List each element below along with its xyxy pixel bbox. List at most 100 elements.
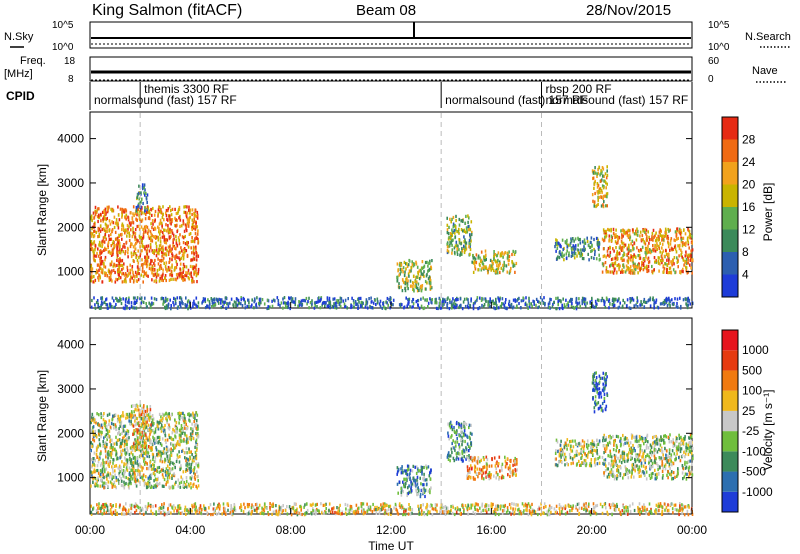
power-cell xyxy=(569,243,571,247)
velocity-cell xyxy=(422,490,424,494)
velocity-cell xyxy=(137,438,139,442)
power-cell xyxy=(150,302,153,306)
velocity-cell xyxy=(121,425,123,429)
power-cell xyxy=(144,258,147,262)
power-cell xyxy=(491,299,493,304)
power-cell xyxy=(590,240,592,245)
power-cell xyxy=(453,250,456,254)
velocity-cell xyxy=(192,484,194,488)
power-cell xyxy=(602,262,605,266)
power-cell xyxy=(114,237,117,241)
power-cell xyxy=(93,275,95,279)
power-cell xyxy=(412,302,415,306)
power-cell xyxy=(195,221,197,225)
power-cell xyxy=(188,232,191,236)
power-cell xyxy=(477,307,479,311)
power-cell xyxy=(105,237,107,241)
velocity-cell xyxy=(134,456,136,460)
power-cell xyxy=(151,249,153,253)
power-cell xyxy=(506,256,509,260)
power-cell xyxy=(235,301,237,305)
power-cell xyxy=(172,238,174,242)
velocity-cell xyxy=(146,454,149,458)
power-cell xyxy=(600,195,603,199)
power-cell xyxy=(145,244,148,248)
power-cell xyxy=(574,237,577,241)
power-cell xyxy=(472,302,475,306)
power-cell xyxy=(621,256,623,260)
velocity-cell xyxy=(185,485,188,489)
power-cell xyxy=(601,178,603,182)
power-cell xyxy=(130,242,132,246)
power-cell xyxy=(631,268,633,273)
power-cell xyxy=(655,245,657,249)
power-cell xyxy=(568,254,570,258)
power-cell xyxy=(168,268,171,272)
power-cell xyxy=(132,220,134,224)
power-cell xyxy=(191,278,193,282)
power-cell xyxy=(118,218,121,222)
power-cell xyxy=(220,301,222,305)
power-cell xyxy=(142,232,145,237)
velocity-cell xyxy=(455,444,457,448)
velocity-cell xyxy=(93,433,96,437)
velocity-cell xyxy=(182,411,184,415)
velocity-cell xyxy=(145,423,147,427)
velocity-cell xyxy=(119,465,122,469)
power-cell xyxy=(164,247,167,251)
power-cell xyxy=(592,199,594,203)
velocity-cell xyxy=(420,482,422,486)
power-cell xyxy=(135,241,137,246)
velocity-cell xyxy=(137,479,139,483)
velocity-cell xyxy=(128,481,131,485)
power-cell xyxy=(597,167,599,172)
power-cell xyxy=(189,211,191,215)
power-cell xyxy=(175,273,178,277)
power-cell xyxy=(398,303,401,307)
power-cell xyxy=(426,281,428,285)
velocity-cell xyxy=(470,423,472,427)
power-cell xyxy=(385,300,387,304)
velocity-cell xyxy=(94,482,97,486)
power-cell xyxy=(136,218,138,222)
power-cell xyxy=(594,166,596,170)
power-cell xyxy=(458,223,461,227)
power-cell xyxy=(631,271,634,275)
power-cell xyxy=(180,274,183,278)
nsky-tick-low: 10^0 xyxy=(52,42,74,53)
power-cell xyxy=(496,260,499,264)
velocity-cell xyxy=(123,486,126,490)
power-cell xyxy=(607,299,610,303)
power-cell xyxy=(502,263,504,267)
power-cell xyxy=(467,224,470,229)
velocity-cell xyxy=(454,448,456,452)
velocity-cell xyxy=(156,484,158,488)
velocity-cell xyxy=(459,452,461,456)
power-cell xyxy=(573,239,575,243)
power-cell xyxy=(654,249,657,253)
power-cell xyxy=(627,246,630,250)
power-cell xyxy=(665,296,668,300)
velocity-cell xyxy=(466,434,468,438)
power-cell xyxy=(144,229,147,233)
power-cell xyxy=(612,247,614,251)
power-cell xyxy=(461,249,464,253)
power-cell xyxy=(138,216,141,220)
power-cell xyxy=(171,265,173,269)
power-cell xyxy=(566,245,569,249)
power-cell xyxy=(623,229,626,233)
velocity-cell xyxy=(100,412,102,416)
velocity-cell xyxy=(466,449,468,453)
power-cell xyxy=(261,298,264,302)
velocity-cell xyxy=(100,423,103,427)
power-cell xyxy=(596,242,599,246)
velocity-cell xyxy=(140,453,143,457)
power-cell xyxy=(95,254,97,258)
power-cell xyxy=(662,300,665,305)
velocity-cell xyxy=(169,462,171,466)
power-cell xyxy=(167,265,170,270)
velocity-cell xyxy=(195,454,197,458)
velocity-cell xyxy=(470,467,473,471)
power-cell xyxy=(661,258,664,263)
velocity-cell xyxy=(459,434,462,438)
